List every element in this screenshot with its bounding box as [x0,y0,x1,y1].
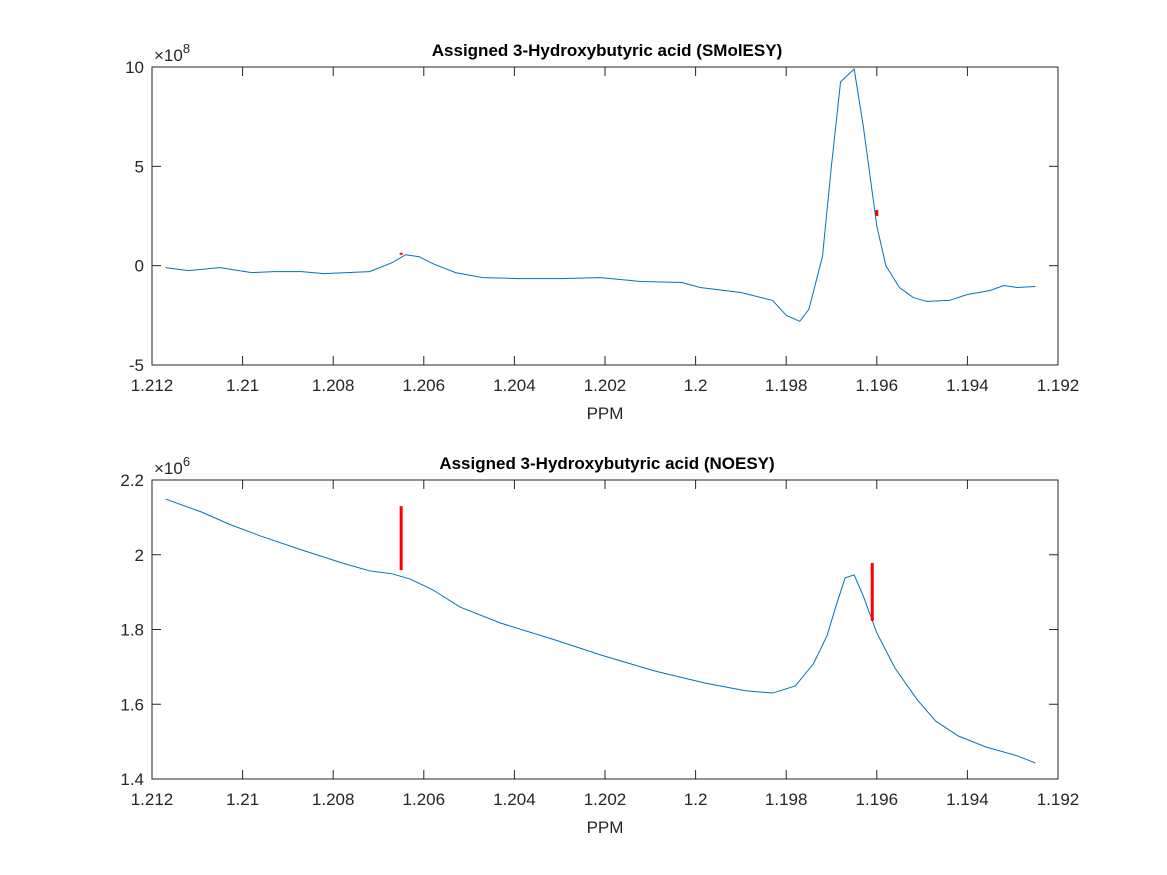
x-tick-label: 1.206 [403,376,446,395]
x-tick-label: 1.212 [131,790,174,809]
axes-box [151,66,1059,366]
x-tick-label: 1.2 [684,376,708,395]
x-axis-label: PPM [587,404,624,423]
y-tick-label: 5 [135,157,144,176]
x-tick-label: 1.208 [312,376,355,395]
x-tick-label: 1.21 [226,790,259,809]
x-tick-label: 1.208 [312,790,355,809]
y-tick-label: 2.2 [120,471,144,490]
y-scale-exponent: 8 [183,41,190,56]
x-tick-label: 1.196 [856,790,899,809]
x-tick-label: 1.196 [856,376,899,395]
data-line [165,498,1036,764]
x-tick-label: 1.202 [584,790,627,809]
x-tick-label: 1.192 [1037,790,1080,809]
chart-title: Assigned 3-Hydroxybutyric acid (NOESY) [439,454,774,473]
x-tick-label: 1.198 [765,790,808,809]
x-axis-label: PPM [587,818,624,837]
axes-box [151,479,1059,780]
x-tick-label: 1.204 [493,376,536,395]
y-tick-label: 1.8 [120,621,144,640]
data-line [165,67,1036,322]
y-scale-base: ×10 [154,459,183,478]
x-tick-label: 1.202 [584,376,627,395]
x-tick-label: 1.194 [946,790,989,809]
x-tick-label: 1.204 [493,790,536,809]
x-tick-label: 1.21 [226,376,259,395]
chart-title: Assigned 3-Hydroxybutyric acid (SMolESY) [432,41,782,60]
y-tick-label: -5 [129,356,144,375]
x-tick-label: 1.2 [684,790,708,809]
y-tick-label: 2 [135,546,144,565]
y-tick-label: 1.6 [120,695,144,714]
y-scale-base: ×10 [154,46,183,65]
y-tick-label: 0 [135,257,144,276]
x-tick-label: 1.194 [946,376,989,395]
x-tick-label: 1.198 [765,376,808,395]
x-tick-label: 1.206 [403,790,446,809]
y-tick-label: 10 [125,58,144,77]
y-scale-label: ×106 [154,454,190,478]
y-tick-label: 1.4 [120,770,144,789]
x-tick-label: 1.192 [1037,376,1080,395]
y-scale-exponent: 6 [183,454,190,469]
y-scale-label: ×108 [154,41,190,65]
x-tick-label: 1.212 [131,376,174,395]
